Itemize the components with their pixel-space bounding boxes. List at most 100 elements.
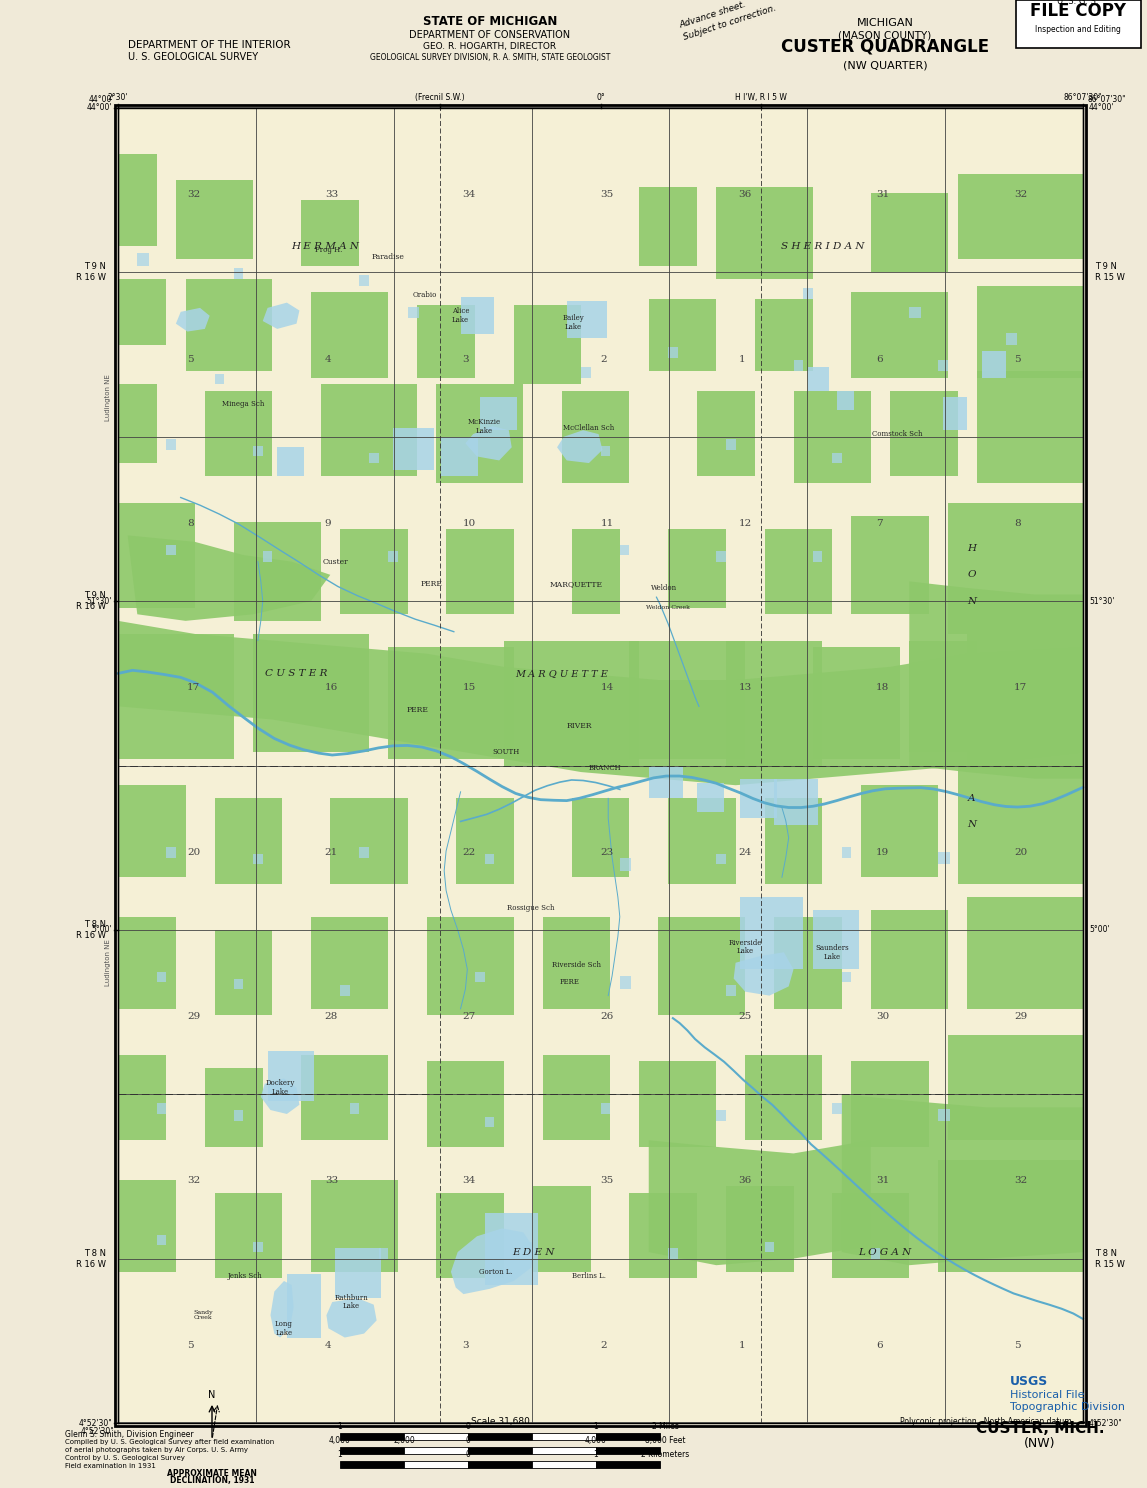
Bar — [340, 1433, 404, 1440]
Text: 21: 21 — [325, 848, 338, 857]
Text: A: A — [968, 795, 976, 804]
Bar — [468, 1446, 532, 1454]
Bar — [369, 452, 379, 463]
Bar — [311, 1180, 398, 1272]
Bar — [118, 384, 157, 463]
Text: 17: 17 — [187, 683, 201, 692]
Bar — [287, 1274, 321, 1338]
Bar — [938, 360, 947, 371]
Text: 2 Kilometers: 2 Kilometers — [641, 1449, 689, 1460]
Bar — [214, 373, 224, 384]
Text: Dockery
Lake: Dockery Lake — [265, 1079, 295, 1097]
Text: 86°07'30": 86°07'30" — [1063, 92, 1102, 103]
Text: GEO. R. HOGARTH, DIRECTOR: GEO. R. HOGARTH, DIRECTOR — [423, 42, 556, 51]
Bar — [485, 1213, 538, 1286]
Text: 4,000: 4,000 — [329, 1436, 351, 1445]
Text: 3: 3 — [462, 354, 469, 363]
Bar — [746, 1055, 822, 1140]
Bar — [1006, 333, 1017, 345]
Bar — [485, 854, 494, 865]
Text: 18: 18 — [876, 683, 889, 692]
Text: 34: 34 — [462, 190, 476, 199]
Polygon shape — [271, 1281, 294, 1338]
Bar — [967, 634, 1083, 765]
Bar — [958, 765, 1083, 884]
Text: Custer: Custer — [322, 558, 348, 565]
Text: 5: 5 — [187, 1341, 194, 1350]
Bar — [947, 503, 1083, 634]
Text: Historical File: Historical File — [1011, 1390, 1085, 1400]
Bar — [658, 917, 746, 1015]
Bar — [543, 917, 610, 1009]
Bar — [455, 799, 514, 884]
Bar — [485, 1116, 494, 1126]
Bar — [639, 1061, 716, 1147]
Bar — [214, 930, 272, 1015]
Polygon shape — [451, 1229, 535, 1295]
Text: 36: 36 — [739, 190, 751, 199]
Bar — [716, 854, 726, 865]
Text: Rathburn
Lake: Rathburn Lake — [335, 1293, 368, 1311]
Bar — [726, 640, 822, 765]
Bar — [543, 1055, 610, 1140]
Polygon shape — [557, 430, 602, 463]
Text: Jenks Sch: Jenks Sch — [228, 1272, 263, 1280]
Bar — [504, 640, 639, 765]
Text: O: O — [968, 570, 976, 579]
Bar — [475, 972, 485, 982]
Text: Riverside
Lake: Riverside Lake — [728, 939, 762, 955]
Text: 27: 27 — [462, 1012, 476, 1021]
Bar — [205, 391, 272, 476]
Text: DECLINATION, 1931: DECLINATION, 1931 — [170, 1476, 255, 1485]
Bar — [234, 979, 243, 990]
Text: Gorton L.: Gorton L. — [479, 1268, 513, 1275]
Bar — [668, 799, 735, 884]
Bar — [890, 391, 958, 476]
Bar — [234, 1110, 243, 1120]
Text: 2 Miles: 2 Miles — [651, 1423, 678, 1431]
Text: MICHIGAN: MICHIGAN — [857, 18, 913, 28]
Bar — [794, 360, 803, 371]
Text: 17: 17 — [1014, 683, 1028, 692]
Polygon shape — [118, 620, 1083, 786]
Text: 0: 0 — [466, 1436, 470, 1445]
Bar — [596, 1446, 660, 1454]
Text: PERE: PERE — [560, 979, 579, 987]
Bar — [278, 448, 304, 476]
Text: 35: 35 — [601, 190, 614, 199]
Bar — [813, 551, 822, 561]
Bar — [601, 1104, 610, 1115]
Bar — [837, 391, 855, 411]
Bar — [851, 1061, 929, 1147]
Bar — [321, 384, 418, 476]
Polygon shape — [327, 1298, 376, 1338]
Text: T 9 N
R 16 W: T 9 N R 16 W — [76, 262, 106, 283]
Bar — [166, 439, 175, 449]
Text: Paradise: Paradise — [372, 253, 405, 260]
Text: Long
Lake: Long Lake — [275, 1320, 292, 1336]
Bar — [668, 347, 678, 357]
Text: 14: 14 — [601, 683, 614, 692]
Polygon shape — [734, 952, 794, 995]
Bar — [910, 307, 921, 318]
Bar — [186, 278, 272, 371]
Bar — [958, 174, 1083, 259]
Text: N: N — [209, 1390, 216, 1400]
Bar — [947, 1036, 1083, 1140]
Text: 8: 8 — [187, 519, 194, 528]
Bar — [716, 1110, 726, 1120]
Bar — [765, 799, 822, 884]
Text: Minega Sch: Minega Sch — [223, 400, 265, 408]
Bar — [630, 640, 746, 759]
Bar — [214, 1193, 282, 1278]
Text: BRANCH: BRANCH — [590, 765, 622, 772]
Text: U. S. GEOLOGICAL SURVEY: U. S. GEOLOGICAL SURVEY — [128, 52, 258, 62]
Bar — [807, 368, 829, 391]
Text: 25: 25 — [739, 1012, 751, 1021]
Text: T 8 N
R 16 W: T 8 N R 16 W — [76, 920, 106, 940]
Text: 32: 32 — [187, 1177, 201, 1186]
Polygon shape — [466, 426, 512, 460]
Text: 6: 6 — [876, 354, 883, 363]
Bar — [442, 437, 478, 476]
Bar — [118, 155, 157, 246]
